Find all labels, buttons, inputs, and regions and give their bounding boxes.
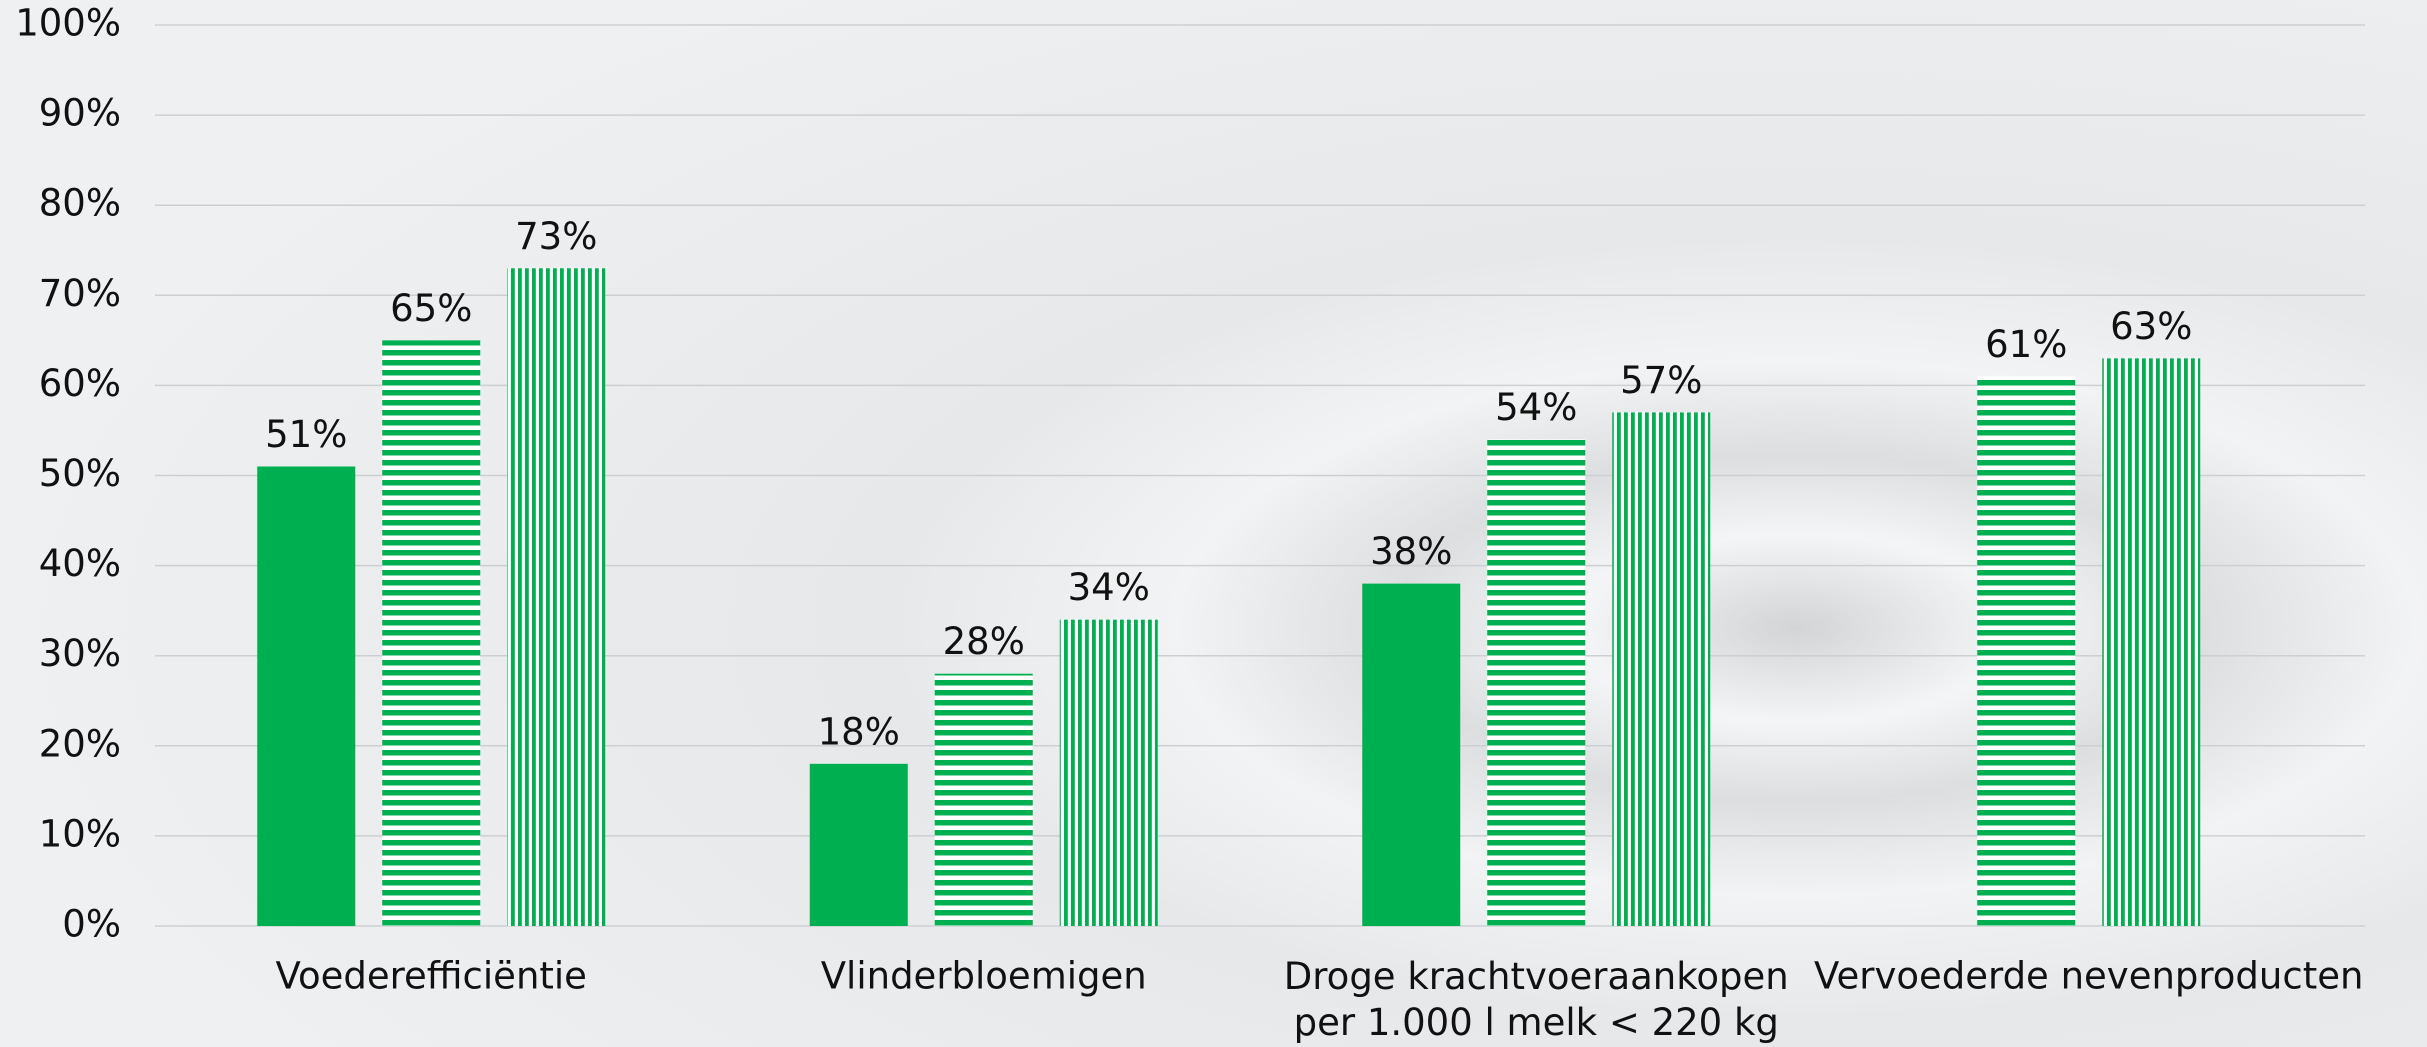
y-tick-label: 50% — [39, 452, 121, 495]
y-tick-label: 70% — [39, 272, 121, 315]
bar — [1362, 583, 1461, 926]
bar — [507, 268, 606, 926]
y-tick-label: 80% — [39, 182, 121, 225]
y-tick-label: 10% — [39, 812, 121, 855]
data-label: 63% — [2110, 305, 2192, 348]
bar — [1487, 439, 1586, 926]
x-tick-label: Vervoederde nevenproducten — [1814, 955, 2363, 998]
data-label: 18% — [818, 710, 900, 753]
y-tick-label: 0% — [62, 903, 121, 946]
y-tick-label: 60% — [39, 362, 121, 405]
data-label: 65% — [390, 287, 472, 330]
data-label: 73% — [515, 215, 597, 258]
data-label: 38% — [1370, 530, 1452, 573]
bar — [2102, 358, 2201, 926]
y-tick-label: 90% — [39, 92, 121, 135]
y-tick-label: 100% — [15, 2, 121, 45]
data-label: 54% — [1495, 386, 1577, 429]
bar — [809, 763, 908, 926]
bar — [1059, 619, 1158, 926]
bar — [934, 673, 1033, 926]
data-label: 57% — [1620, 359, 1702, 402]
bar — [1977, 376, 2076, 926]
bar — [1612, 412, 1711, 926]
x-tick-label: Voederefficiëntie — [276, 955, 587, 998]
bar — [382, 340, 481, 927]
y-tick-label: 40% — [39, 542, 121, 585]
x-tick-label: Vlinderbloemigen — [821, 955, 1147, 998]
y-tick-label: 30% — [39, 632, 121, 675]
data-label: 28% — [943, 620, 1025, 663]
data-label: 51% — [265, 413, 347, 456]
data-label: 34% — [1068, 566, 1150, 609]
y-tick-label: 20% — [39, 722, 121, 765]
x-tick-label: Droge krachtvoeraankopen per 1.000 l melk… — [1284, 955, 1789, 1044]
bar — [257, 466, 356, 926]
data-label: 61% — [1985, 323, 2067, 366]
